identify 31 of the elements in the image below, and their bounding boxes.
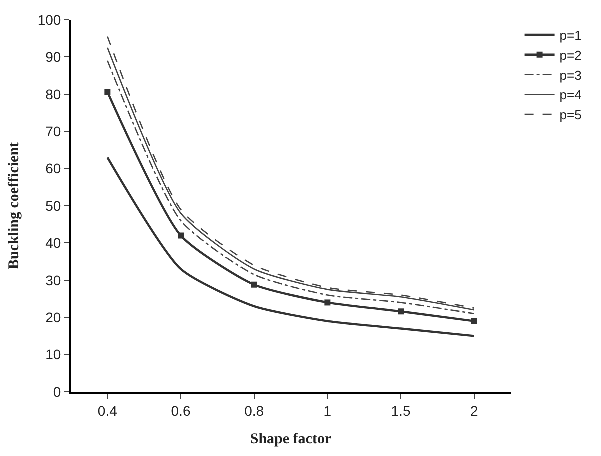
x-tick-label: 2: [470, 402, 478, 419]
point: [324, 300, 331, 306]
legend-label: p=1: [560, 28, 582, 44]
x-tick-label: 1.5: [391, 402, 411, 419]
x-tick-label: 0.8: [244, 402, 264, 419]
legend-label: p=5: [560, 108, 582, 123]
legend-label: p=4: [560, 88, 582, 103]
y-tick-label: 80: [46, 86, 62, 102]
y-tick-label: 20: [46, 310, 62, 326]
y-tick-label: 30: [46, 272, 62, 288]
x-tick-label: 1: [324, 402, 332, 419]
y-tick-label: 100: [38, 12, 62, 28]
y-tick-label: 70: [46, 124, 62, 140]
x-tick-label: 0.6: [171, 402, 191, 419]
legend-label: p=2: [560, 48, 582, 63]
y-tick-label: 10: [46, 346, 62, 363]
y-tick-label: 50: [46, 198, 62, 214]
y-axis-title: Buckling coefficient: [6, 142, 23, 270]
y-tick-label: 0: [53, 384, 62, 400]
y-tick-label: 40: [46, 235, 62, 252]
point: [398, 308, 404, 315]
y-tick-label: 60: [46, 160, 62, 177]
legend-label: p=3: [560, 68, 582, 83]
point: [104, 89, 111, 96]
x-tick-label: 0.4: [98, 402, 118, 419]
x-axis-title: Shape factor: [250, 431, 332, 448]
point: [471, 318, 478, 324]
y-tick-label: 90: [46, 49, 62, 66]
point: [178, 232, 184, 239]
line-series: [106, 156, 476, 338]
point: [251, 282, 258, 288]
